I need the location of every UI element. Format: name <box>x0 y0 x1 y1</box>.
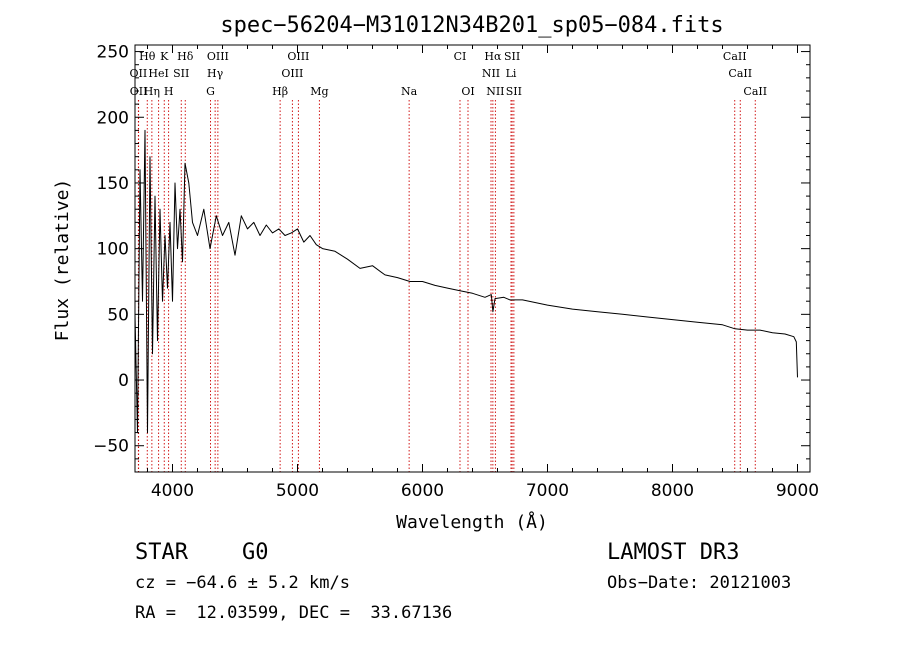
x-tick-label-0: 4000 <box>151 481 194 501</box>
object-subclass: G0 <box>242 540 269 565</box>
x-axis-ticks: 4000 5000 6000 7000 8000 9000 <box>147 45 819 501</box>
line-label-11: SII <box>173 67 189 80</box>
line-label-8: CaII <box>723 50 747 63</box>
y-axis-label: Flux (relative) <box>52 179 73 342</box>
line-label-3: OIII <box>207 50 229 63</box>
line-label-22: Mg <box>310 85 328 98</box>
coordinates: RA = 12.03599, DEC = 33.67136 <box>135 603 453 623</box>
y-tick-label-3: 100 <box>97 240 129 260</box>
line-label-6: Hα <box>484 50 502 63</box>
x-tick-label-1: 5000 <box>276 481 319 501</box>
line-label-21: Hβ <box>272 85 288 98</box>
redshift-velocity: cz = −64.6 ± 5.2 km/s <box>135 573 350 593</box>
line-label-20: G <box>206 85 215 98</box>
x-tick-label-2: 6000 <box>401 481 444 501</box>
object-class: STAR <box>135 540 188 565</box>
x-tick-label-5: 9000 <box>776 481 819 501</box>
line-label-9: OII <box>130 67 148 80</box>
line-label-24: OI <box>461 85 474 98</box>
line-label-0: Hθ <box>139 50 156 63</box>
spectrum-series <box>134 129 798 434</box>
line-label-19: H <box>164 85 174 98</box>
x-axis-label: Wavelength (Å) <box>396 511 548 533</box>
observation-date: Obs−Date: 20121003 <box>607 573 792 593</box>
line-label-5: CI <box>454 50 467 63</box>
chart-title: spec−56204−M31012N34B201_sp05−084.fits <box>220 13 723 38</box>
line-label-27: CaII <box>743 85 767 98</box>
y-tick-label-0: −50 <box>93 437 129 457</box>
y-tick-label-1: 0 <box>118 371 129 391</box>
line-label-10: HeI <box>148 67 168 80</box>
line-label-26: SII <box>506 85 522 98</box>
plot-frame <box>134 44 811 473</box>
y-tick-label-6: 250 <box>97 43 129 63</box>
line-label-16: CaII <box>728 67 752 80</box>
line-label-7: SII <box>504 50 520 63</box>
line-label-12: Hγ <box>207 67 224 80</box>
line-label-25: NII <box>486 85 504 98</box>
line-label-23: Na <box>401 85 418 98</box>
line-label-2: Hδ <box>177 50 194 63</box>
spectrum-line <box>134 129 798 434</box>
y-axis-ticks: −50 0 50 100 150 200 250 <box>93 43 810 460</box>
y-tick-label-2: 50 <box>107 305 129 325</box>
y-tick-label-5: 200 <box>97 108 129 128</box>
line-label-14: NII <box>482 67 500 80</box>
survey-name: LAMOST DR3 <box>607 540 740 565</box>
line-label-18: Hη <box>144 85 160 98</box>
line-label-4: OIII <box>287 50 309 63</box>
x-tick-label-3: 7000 <box>526 481 569 501</box>
y-tick-label-4: 150 <box>97 174 129 194</box>
spectral-line-markers <box>137 100 756 472</box>
line-label-15: Li <box>506 67 517 80</box>
line-label-17: OII <box>130 85 148 98</box>
x-tick-label-4: 8000 <box>651 481 694 501</box>
line-label-1: K <box>160 50 169 63</box>
line-label-13: OIII <box>281 67 303 80</box>
